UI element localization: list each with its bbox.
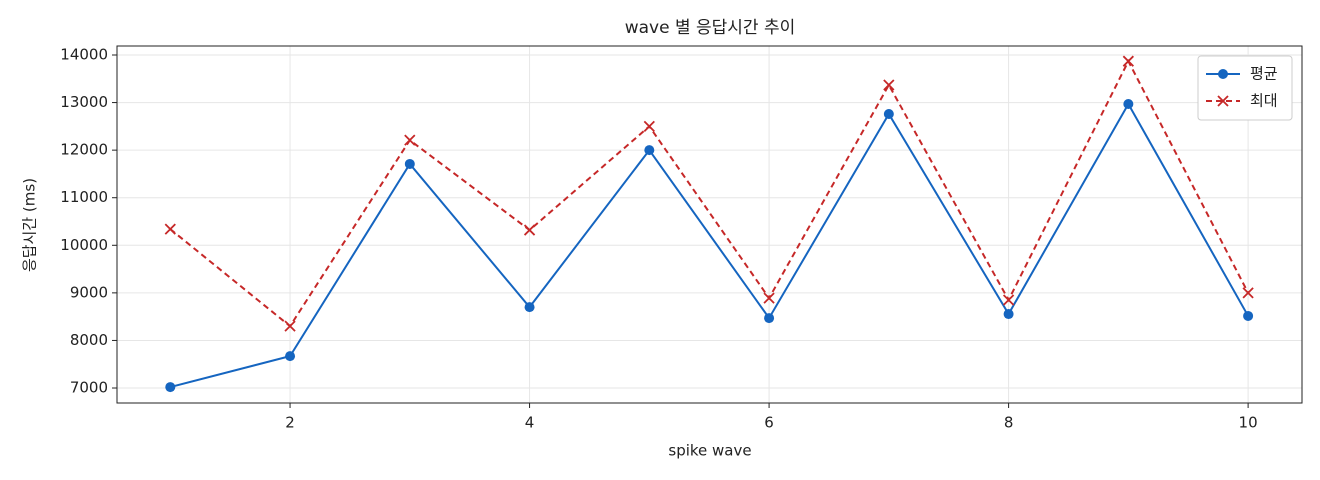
x-tick-label: 4 xyxy=(525,414,535,432)
x-tick-label: 2 xyxy=(285,414,295,432)
point xyxy=(164,223,176,235)
y-tick-label: 7000 xyxy=(70,379,108,397)
y-tick-label: 13000 xyxy=(60,93,108,111)
y-axis-label: 응답시간 (ms) xyxy=(21,178,39,272)
point xyxy=(284,320,296,332)
point xyxy=(1243,310,1254,321)
x-tick-label: 10 xyxy=(1239,414,1258,432)
point xyxy=(165,382,176,393)
point xyxy=(523,224,536,236)
series-line xyxy=(169,58,1249,328)
chart-title: wave 별 응답시간 추이 xyxy=(625,18,796,38)
point xyxy=(883,108,894,119)
point xyxy=(285,351,296,362)
y-tick-label: 12000 xyxy=(60,141,108,159)
x-axis-label: spike wave xyxy=(668,442,751,460)
y-tick-label: 11000 xyxy=(60,188,108,206)
point xyxy=(1122,55,1134,67)
point xyxy=(1123,98,1134,109)
legend-box xyxy=(1197,55,1293,121)
legend-marker xyxy=(1218,69,1228,79)
point xyxy=(524,302,535,313)
point xyxy=(1003,309,1014,320)
y-tick-label: 9000 xyxy=(70,283,108,301)
legend-label: 평균 xyxy=(1250,65,1278,83)
point xyxy=(643,120,655,132)
x-tick-label: 6 xyxy=(764,414,774,432)
series-line xyxy=(170,101,1249,389)
point xyxy=(883,79,895,91)
point xyxy=(404,158,415,169)
y-tick-label: 10000 xyxy=(60,236,108,254)
point xyxy=(644,145,655,156)
point xyxy=(763,292,775,304)
point xyxy=(1242,287,1254,299)
plot-frame xyxy=(116,45,1303,404)
y-tick-label: 14000 xyxy=(60,45,108,63)
y-tick-label: 8000 xyxy=(70,331,108,349)
point xyxy=(764,313,775,324)
legend-label: 최대 xyxy=(1250,92,1278,110)
legend-marker xyxy=(1217,95,1229,107)
x-tick-label: 8 xyxy=(1004,414,1014,432)
point xyxy=(1002,294,1015,306)
point xyxy=(404,134,416,146)
